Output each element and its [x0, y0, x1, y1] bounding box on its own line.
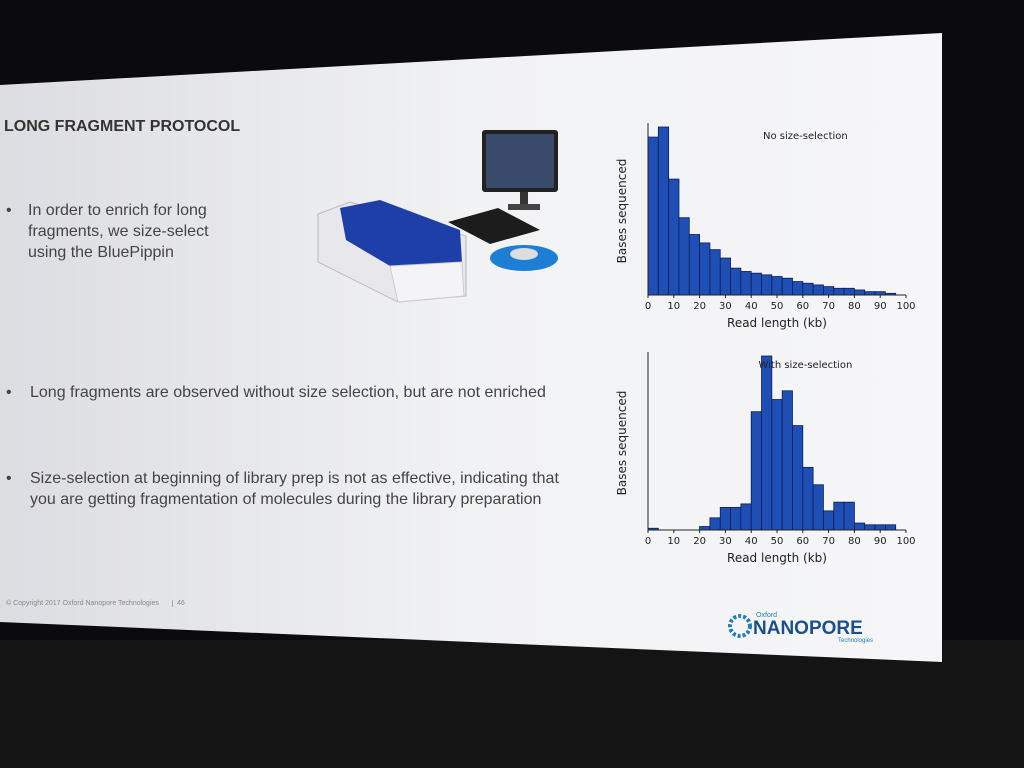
- bar: [854, 522, 866, 531]
- bar: [864, 291, 876, 296]
- x-tick-label: 80: [848, 536, 861, 547]
- bar: [792, 281, 804, 296]
- logo-mark: [728, 614, 752, 638]
- bar: [874, 291, 886, 296]
- bar: [792, 425, 804, 531]
- bar: [647, 136, 659, 296]
- annotation: With size-selection: [758, 360, 852, 371]
- x-tick-label: 100: [896, 301, 915, 312]
- y-axis-label: Bases sequenced: [615, 391, 629, 496]
- bullet-text: Size-selection at beginning of library p…: [30, 470, 559, 508]
- x-tick-label: 20: [693, 301, 706, 312]
- logo-bottom: Technologies: [838, 638, 874, 644]
- x-tick-label: 40: [745, 301, 758, 312]
- bar: [730, 506, 742, 531]
- bar: [761, 355, 773, 531]
- bar: [750, 272, 762, 296]
- logo-name: NANOPORE: [753, 618, 863, 639]
- x-tick-label: 60: [796, 301, 809, 312]
- bullet-mark: •: [6, 384, 12, 401]
- x-tick-label: 50: [771, 301, 784, 312]
- bar: [740, 503, 752, 531]
- x-tick-label: 0: [645, 301, 651, 312]
- bar: [719, 506, 731, 531]
- x-tick-label: 10: [667, 301, 680, 312]
- x-tick-label: 0: [645, 536, 651, 547]
- bar: [854, 289, 866, 296]
- x-tick-label: 30: [719, 301, 732, 312]
- bar: [833, 287, 845, 296]
- bar: [864, 524, 876, 531]
- bullet-text: In order to enrich for long fragments, w…: [28, 202, 209, 261]
- bar: [874, 524, 886, 531]
- bar: [781, 277, 793, 296]
- bar: [884, 524, 897, 531]
- page-number: 46: [172, 600, 185, 607]
- bar: [771, 276, 783, 296]
- bar: [823, 286, 835, 296]
- x-tick-label: 80: [848, 301, 861, 312]
- floor: [0, 640, 1024, 768]
- y-axis-label: Bases sequenced: [615, 159, 629, 264]
- bar: [771, 399, 783, 531]
- slide-title: LONG FRAGMENT PROTOCOL: [4, 118, 241, 135]
- x-tick-label: 50: [771, 536, 784, 547]
- logo-top: Oxford: [756, 612, 778, 619]
- bullet-mark: •: [6, 470, 12, 487]
- x-tick-label: 20: [693, 536, 706, 547]
- device-illustration: [317, 130, 558, 303]
- bar: [668, 178, 680, 296]
- annotation: No size-selection: [763, 131, 848, 142]
- x-tick-label: 70: [822, 301, 835, 312]
- x-tick-label: 100: [896, 536, 915, 547]
- bar: [781, 390, 793, 531]
- bar: [719, 257, 731, 296]
- bar: [657, 126, 670, 296]
- bar: [740, 271, 752, 296]
- x-tick-label: 10: [667, 536, 680, 547]
- x-tick-label: 70: [822, 536, 835, 547]
- bar: [699, 526, 711, 531]
- x-tick-label: 60: [796, 536, 809, 547]
- x-tick-label: 40: [745, 536, 758, 547]
- bar: [833, 501, 845, 531]
- x-tick-label: 90: [874, 301, 887, 312]
- x-tick-label: 30: [719, 536, 732, 547]
- bar: [812, 284, 824, 296]
- bar: [730, 267, 742, 296]
- bar: [843, 501, 855, 531]
- bar: [699, 242, 711, 296]
- bar: [678, 217, 690, 296]
- bar: [843, 287, 855, 296]
- x-tick-label: 90: [874, 536, 887, 547]
- x-axis-label: Read length (kb): [727, 551, 827, 565]
- x-axis-label: Read length (kb): [727, 316, 827, 330]
- footer: © Copyright 2017 Oxford Nanopore Technol…: [6, 600, 159, 607]
- bar: [802, 282, 814, 296]
- bullet-text: Long fragments are observed without size…: [30, 384, 546, 401]
- bar: [761, 274, 773, 296]
- bar: [709, 517, 721, 531]
- bar: [823, 510, 835, 531]
- bar: [688, 234, 701, 296]
- bar: [709, 249, 721, 296]
- bar: [802, 466, 814, 531]
- bar: [812, 484, 824, 531]
- bullet-mark: •: [6, 202, 12, 219]
- slide: [0, 33, 942, 662]
- bar: [750, 411, 762, 531]
